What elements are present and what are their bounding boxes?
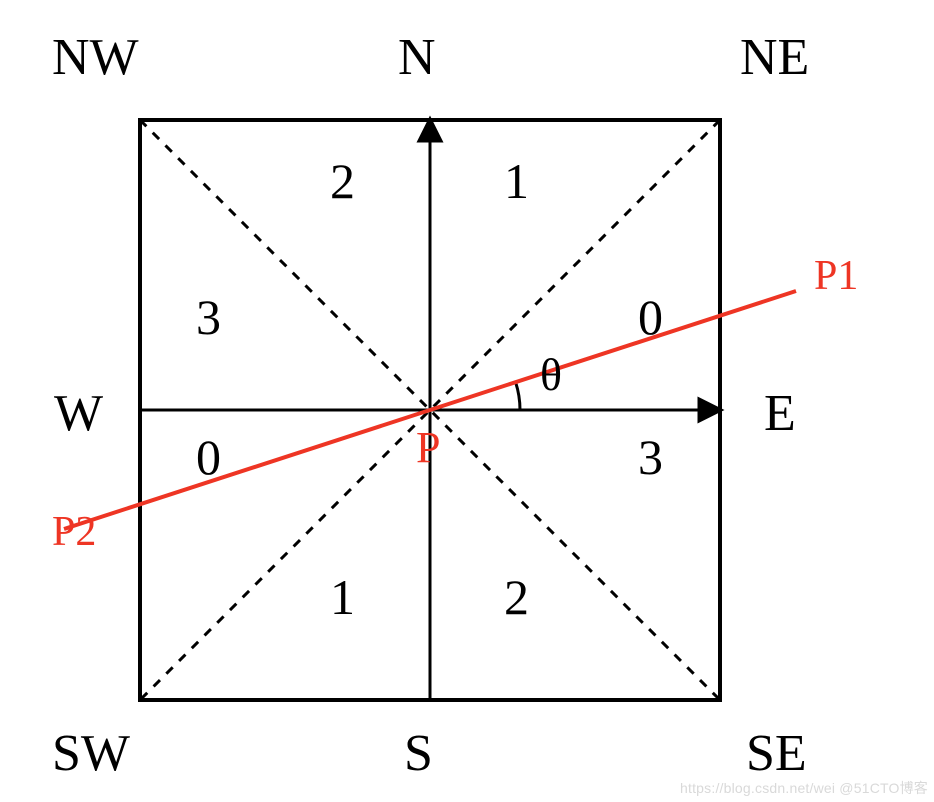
octant-1-top: 1 bbox=[504, 152, 529, 210]
octant-3-right: 3 bbox=[638, 428, 663, 486]
theta-label: θ bbox=[540, 348, 562, 401]
compass-ne: NE bbox=[740, 28, 809, 87]
watermark: https://blog.csdn.net/wei @51CTO博客 bbox=[680, 778, 928, 798]
point-p1: P1 bbox=[814, 252, 858, 300]
octant-2-bottom: 2 bbox=[504, 568, 529, 626]
point-p: P bbox=[416, 422, 440, 473]
octant-0-left: 0 bbox=[196, 428, 221, 486]
octant-3-left: 3 bbox=[196, 288, 221, 346]
compass-e: E bbox=[764, 384, 796, 443]
compass-nw: NW bbox=[52, 28, 139, 87]
compass-s: S bbox=[404, 724, 433, 783]
theta-arc bbox=[516, 382, 520, 410]
compass-w: W bbox=[54, 384, 103, 443]
point-p2: P2 bbox=[52, 508, 96, 556]
octant-1-bottom: 1 bbox=[330, 568, 355, 626]
compass-se: SE bbox=[746, 724, 807, 783]
octant-0-right: 0 bbox=[638, 288, 663, 346]
octant-2-top: 2 bbox=[330, 152, 355, 210]
compass-n: N bbox=[398, 28, 436, 87]
compass-sw: SW bbox=[52, 724, 130, 783]
